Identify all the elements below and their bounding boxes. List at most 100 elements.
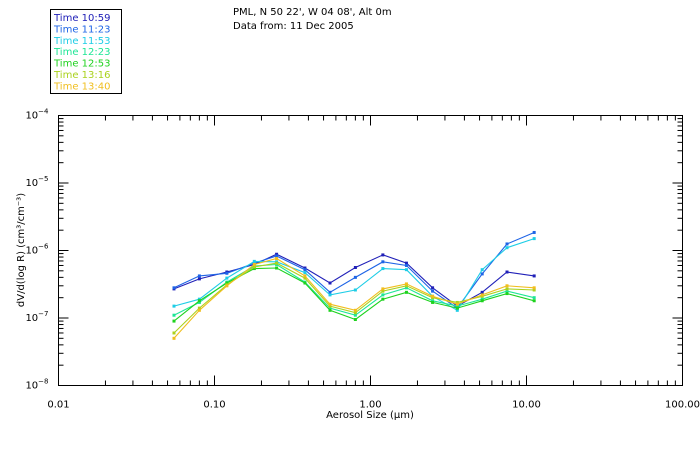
data-point	[532, 237, 536, 241]
series-line	[173, 257, 535, 339]
data-point	[532, 286, 536, 290]
data-point	[303, 268, 307, 272]
data-point	[275, 261, 279, 265]
data-point	[353, 308, 357, 312]
header-location: PML, N 50 22', W 04 08', Alt 0m	[233, 7, 392, 18]
data-point	[197, 297, 201, 301]
x-axis-ticks: 0.01 0.10 1.00 10.00 100.00	[47, 115, 700, 411]
data-point	[455, 306, 459, 310]
x-tick-label: 10.00	[512, 400, 541, 411]
data-point	[328, 290, 332, 294]
data-point	[328, 308, 332, 312]
data-point	[172, 313, 176, 317]
data-point	[505, 284, 509, 288]
data-point	[431, 289, 435, 293]
header-date: Data from: 11 Dec 2005	[233, 21, 354, 32]
data-point	[431, 286, 435, 290]
data-point	[197, 274, 201, 278]
data-point	[303, 281, 307, 285]
data-point	[532, 288, 536, 292]
data-point	[197, 306, 201, 310]
y-axis-label: dV/d(log R) (cm³/cm⁻³)	[16, 193, 27, 307]
data-point	[455, 302, 459, 306]
series-layer	[172, 230, 536, 340]
data-point	[431, 299, 435, 303]
data-point	[532, 296, 536, 300]
data-point	[480, 272, 484, 276]
data-point	[381, 253, 385, 257]
data-point	[172, 286, 176, 290]
data-point	[172, 304, 176, 308]
data-point	[252, 259, 256, 263]
data-point	[275, 252, 279, 256]
data-point	[353, 313, 357, 317]
data-point	[328, 281, 332, 285]
data-point	[532, 299, 536, 303]
data-point	[404, 290, 408, 294]
data-point	[197, 300, 201, 304]
data-point	[381, 297, 385, 301]
data-point	[381, 260, 385, 264]
data-point	[303, 266, 307, 270]
legend-entry: Time 13:16	[53, 70, 110, 81]
data-point	[455, 300, 459, 304]
data-point	[381, 287, 385, 291]
data-point	[505, 242, 509, 246]
data-point	[303, 276, 307, 280]
data-point	[328, 302, 332, 306]
x-tick-label: 0.01	[47, 400, 69, 411]
data-point	[381, 293, 385, 297]
data-point	[197, 277, 201, 281]
y-tick-label: 10−8	[25, 378, 48, 392]
data-point	[225, 284, 229, 288]
data-point	[303, 271, 307, 275]
data-point	[404, 282, 408, 286]
data-point	[480, 299, 484, 303]
data-point	[431, 294, 435, 298]
data-point	[353, 288, 357, 292]
data-point	[431, 300, 435, 304]
data-point	[404, 263, 408, 267]
data-point	[225, 271, 229, 275]
data-point	[381, 267, 385, 271]
y-axis-ticks: 10−8 10−7 10−6 10−5 10−4	[25, 108, 683, 392]
legend-box	[50, 9, 122, 94]
data-point	[225, 281, 229, 285]
data-point	[353, 265, 357, 269]
data-point	[252, 263, 256, 267]
data-point	[532, 274, 536, 278]
y-tick-label: 10−5	[25, 175, 48, 189]
data-point	[404, 284, 408, 288]
data-point	[505, 289, 509, 293]
x-tick-label: 0.10	[203, 400, 225, 411]
data-point	[197, 308, 201, 312]
data-point	[252, 265, 256, 269]
data-point	[404, 286, 408, 290]
legend-entry: Time 13:40	[53, 81, 110, 92]
data-point	[404, 261, 408, 265]
legend-entry: Time 12:23	[53, 47, 110, 58]
data-point	[505, 292, 509, 296]
data-point	[252, 267, 256, 271]
data-point	[404, 268, 408, 272]
data-point	[172, 331, 176, 335]
y-tick-label: 10−7	[25, 310, 48, 324]
data-point	[505, 246, 509, 250]
data-point	[532, 230, 536, 234]
series	[172, 257, 536, 340]
data-point	[303, 274, 307, 278]
data-point	[505, 287, 509, 291]
data-point	[480, 297, 484, 301]
data-point	[353, 318, 357, 322]
data-point	[172, 336, 176, 340]
x-tick-label: 100.00	[665, 400, 700, 411]
series-line	[173, 253, 535, 307]
x-axis-label: Aerosol Size (μm)	[326, 410, 414, 421]
data-point	[328, 304, 332, 308]
data-point	[505, 270, 509, 274]
data-point	[455, 304, 459, 308]
data-point	[480, 293, 484, 297]
